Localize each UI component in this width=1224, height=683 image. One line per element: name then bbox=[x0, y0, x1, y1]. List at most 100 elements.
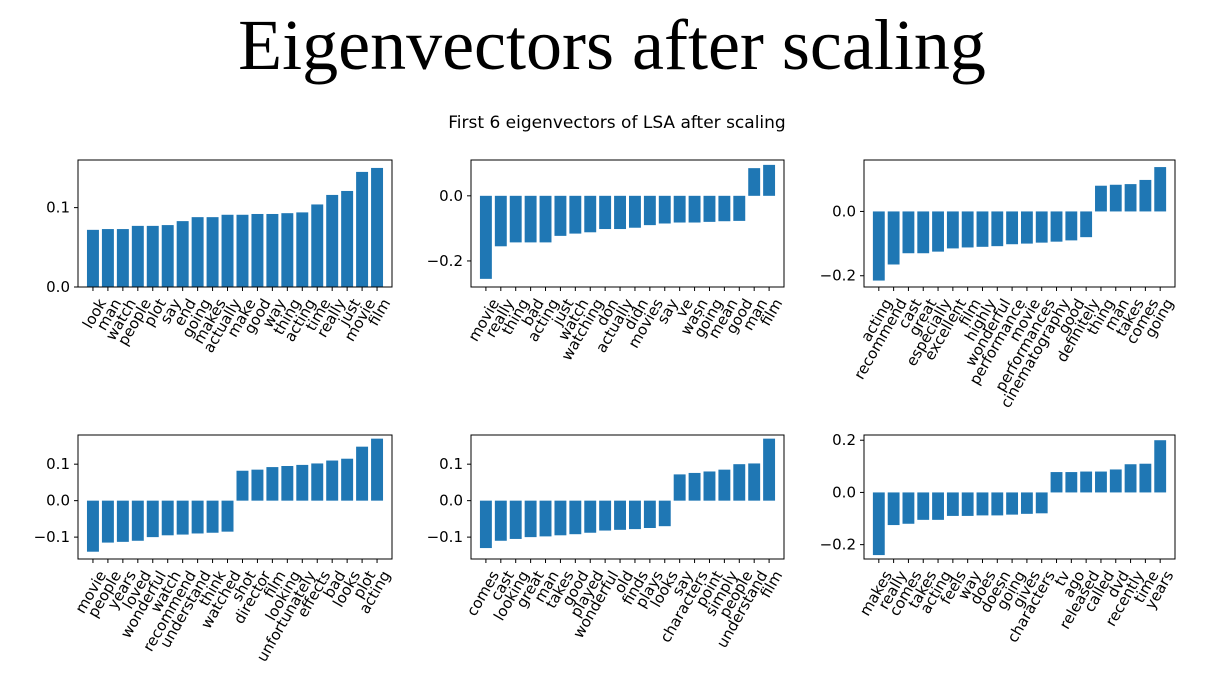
bar-ago bbox=[1065, 472, 1078, 493]
y-tick-label: −0.1 bbox=[427, 528, 463, 546]
bar-director bbox=[251, 469, 264, 501]
bar-watching bbox=[584, 195, 597, 233]
bar-going bbox=[1006, 492, 1019, 515]
bar-effects bbox=[311, 463, 324, 501]
bar-people bbox=[733, 464, 746, 501]
bar-old bbox=[614, 500, 627, 530]
axes-frame bbox=[863, 434, 1176, 560]
bar-recommend bbox=[176, 500, 189, 535]
bar-years bbox=[1154, 440, 1167, 493]
bar-thing bbox=[509, 195, 522, 243]
bar-really bbox=[494, 195, 507, 247]
bar-years bbox=[116, 500, 129, 542]
bar-watch bbox=[161, 500, 174, 536]
subplot-1: lookmanwatchpeopleplotsayendgoingmakesac… bbox=[46, 159, 394, 356]
bar-understand bbox=[748, 463, 761, 501]
bar-good bbox=[569, 500, 582, 535]
y-tick-label: 0.0 bbox=[439, 187, 463, 205]
bar-highly bbox=[976, 211, 989, 247]
bar-time bbox=[311, 204, 324, 287]
bar-performances bbox=[1035, 211, 1048, 243]
bar-especially bbox=[932, 211, 944, 252]
bar-characters bbox=[1035, 492, 1048, 514]
bar-didn bbox=[628, 195, 641, 228]
bar-film bbox=[961, 211, 974, 248]
bar-look bbox=[86, 229, 99, 287]
bar-cinematography bbox=[1050, 211, 1063, 242]
figure-suptitle: First 6 eigenvectors of LSA after scalin… bbox=[448, 113, 785, 133]
bar-going bbox=[703, 195, 716, 222]
subplots-container: lookmanwatchpeopleplotsayendgoingmakesac… bbox=[34, 159, 1177, 665]
bar-say bbox=[673, 474, 686, 501]
subplot-3: actingrecommendcastgreatespeciallyexcell… bbox=[820, 159, 1177, 411]
bar-really bbox=[326, 194, 339, 287]
y-tick-label: 0.0 bbox=[46, 278, 70, 296]
bar-plot bbox=[146, 225, 159, 287]
y-tick-label: −0.2 bbox=[820, 267, 856, 285]
axes-frame bbox=[77, 159, 393, 288]
bar-understand bbox=[191, 500, 204, 534]
bar-watch bbox=[569, 195, 582, 234]
bar-comes bbox=[902, 492, 915, 524]
bar-simply bbox=[718, 469, 731, 501]
axes-frame bbox=[77, 434, 393, 560]
bar-time bbox=[1139, 463, 1152, 493]
bar-mean bbox=[718, 195, 731, 222]
y-tick-label: 0.0 bbox=[439, 492, 463, 510]
bar-takes bbox=[554, 500, 567, 536]
axes-frame bbox=[470, 434, 785, 560]
bar-watched bbox=[221, 500, 234, 532]
bar-way bbox=[266, 213, 279, 287]
bar-people bbox=[131, 225, 144, 287]
bar-film bbox=[266, 467, 279, 501]
axes-frame bbox=[470, 159, 785, 288]
bar-thing bbox=[1095, 185, 1107, 212]
bar-definitely bbox=[1080, 211, 1093, 238]
bar-plays bbox=[643, 500, 656, 528]
bar-just bbox=[341, 190, 354, 287]
bar-bad bbox=[524, 195, 537, 243]
y-tick-label: −0.1 bbox=[34, 528, 70, 546]
bar-film bbox=[763, 438, 776, 501]
bar-takes bbox=[1124, 184, 1137, 212]
bar-say bbox=[658, 195, 671, 224]
y-tick-label: 0.1 bbox=[46, 199, 70, 217]
bar-just bbox=[554, 195, 567, 236]
bar-called bbox=[1095, 471, 1107, 493]
bar-good bbox=[733, 195, 746, 221]
y-tick-label: −0.2 bbox=[427, 252, 463, 270]
y-tick-label: 0.0 bbox=[832, 202, 856, 220]
bar-tv bbox=[1050, 472, 1063, 493]
y-tick-label: 0.1 bbox=[439, 455, 463, 473]
bar-makes bbox=[872, 492, 885, 556]
bar-good bbox=[1065, 211, 1078, 241]
bar-cast bbox=[902, 211, 915, 254]
bar-actually bbox=[221, 214, 234, 287]
bar-man bbox=[1109, 184, 1122, 212]
axes-frame bbox=[863, 159, 1176, 288]
bar-movie bbox=[1020, 211, 1033, 244]
bar-takes bbox=[917, 492, 930, 520]
subplot-2: moviereallythingbadactingjustwatchwatchi… bbox=[427, 159, 786, 364]
bar-acting bbox=[539, 195, 552, 243]
bar-great bbox=[524, 500, 537, 538]
bar-dvd bbox=[1109, 469, 1122, 493]
bar-going bbox=[1154, 167, 1167, 212]
bar-man bbox=[101, 229, 114, 287]
bar-plot bbox=[356, 446, 369, 501]
y-tick-label: 0.0 bbox=[46, 492, 70, 510]
bar-say bbox=[161, 225, 174, 287]
bar-recommend bbox=[887, 211, 900, 265]
bar-wasn bbox=[688, 195, 701, 223]
bar-wonderful bbox=[599, 500, 612, 531]
bar-wonderful bbox=[991, 211, 1004, 247]
bar-characters bbox=[688, 472, 701, 501]
bar-comes bbox=[1139, 179, 1152, 212]
bar-going bbox=[191, 217, 204, 287]
bar-really bbox=[887, 492, 900, 526]
bar-movie bbox=[479, 195, 492, 279]
bar-looks bbox=[341, 458, 354, 501]
bar-make bbox=[236, 214, 249, 287]
bar-bad bbox=[326, 460, 339, 501]
